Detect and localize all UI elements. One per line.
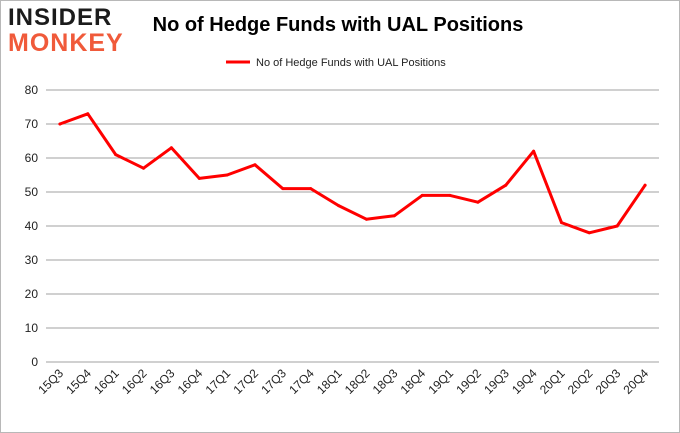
data-point <box>197 176 201 180</box>
x-tick-label: 18Q2 <box>342 366 373 397</box>
x-tick-label: 18Q3 <box>370 366 401 397</box>
data-point <box>169 146 173 150</box>
data-point <box>615 224 619 228</box>
insider-monkey-logo: INSIDER MONKEY <box>8 6 128 56</box>
series-line <box>58 112 647 235</box>
data-point <box>337 204 341 208</box>
data-point <box>643 183 647 187</box>
x-tick-label: 17Q4 <box>286 366 317 397</box>
x-tick-label: 19Q1 <box>425 366 456 397</box>
data-point <box>532 149 536 153</box>
x-tick-label: 18Q1 <box>314 366 345 397</box>
chart-title: No of Hedge Funds with UAL Positions <box>152 14 524 36</box>
series-layer <box>58 112 647 235</box>
data-point <box>281 187 285 191</box>
x-tick-label: 20Q4 <box>621 366 652 397</box>
x-axis-labels: 15Q315Q416Q116Q216Q316Q417Q117Q217Q317Q4… <box>35 366 651 397</box>
y-tick-label: 0 <box>31 355 38 369</box>
y-tick-label: 20 <box>25 287 39 301</box>
y-axis-labels: 0 10 20 30 40 50 60 70 80 <box>25 83 39 369</box>
data-point <box>309 187 313 191</box>
x-tick-label: 16Q1 <box>91 366 122 397</box>
y-tick-label: 10 <box>25 321 39 335</box>
x-tick-label: 17Q2 <box>230 366 261 397</box>
legend-label: No of Hedge Funds with UAL Positions <box>256 57 446 69</box>
x-tick-label: 20Q1 <box>537 366 568 397</box>
gridlines <box>46 89 659 363</box>
x-tick-label: 19Q2 <box>453 366 484 397</box>
x-tick-label: 17Q3 <box>258 366 289 397</box>
data-point <box>253 163 257 167</box>
data-point <box>587 231 591 235</box>
x-tick-label: 19Q3 <box>481 366 512 397</box>
x-tick-label: 18Q4 <box>398 366 429 397</box>
data-point <box>364 217 368 221</box>
data-point <box>392 214 396 218</box>
logo-line-1: INSIDER <box>8 4 113 31</box>
x-tick-label: 20Q3 <box>593 366 624 397</box>
data-point <box>559 221 563 225</box>
x-tick-label: 16Q4 <box>175 366 206 397</box>
y-tick-label: 40 <box>25 219 39 233</box>
x-tick-label: 15Q4 <box>63 366 94 397</box>
x-tick-label: 19Q4 <box>509 366 540 397</box>
data-point <box>58 122 62 126</box>
data-point <box>225 173 229 177</box>
y-tick-label: 70 <box>25 117 39 131</box>
x-tick-label: 16Q2 <box>119 366 150 397</box>
data-point <box>114 153 118 157</box>
data-point <box>142 166 146 170</box>
legend: No of Hedge Funds with UAL Positions <box>226 57 446 69</box>
data-point <box>504 183 508 187</box>
y-tick-label: 60 <box>25 151 39 165</box>
x-tick-label: 20Q2 <box>565 366 596 397</box>
x-tick-label: 16Q3 <box>147 366 178 397</box>
logo-line-2: MONKEY <box>8 29 124 57</box>
data-point <box>420 193 424 197</box>
y-tick-label: 80 <box>25 83 39 97</box>
data-point <box>448 193 452 197</box>
x-tick-label: 15Q3 <box>35 366 66 397</box>
y-tick-label: 50 <box>25 185 39 199</box>
x-tick-label: 17Q1 <box>203 366 234 397</box>
data-point <box>476 200 480 204</box>
y-tick-label: 30 <box>25 253 39 267</box>
data-point <box>86 112 90 116</box>
